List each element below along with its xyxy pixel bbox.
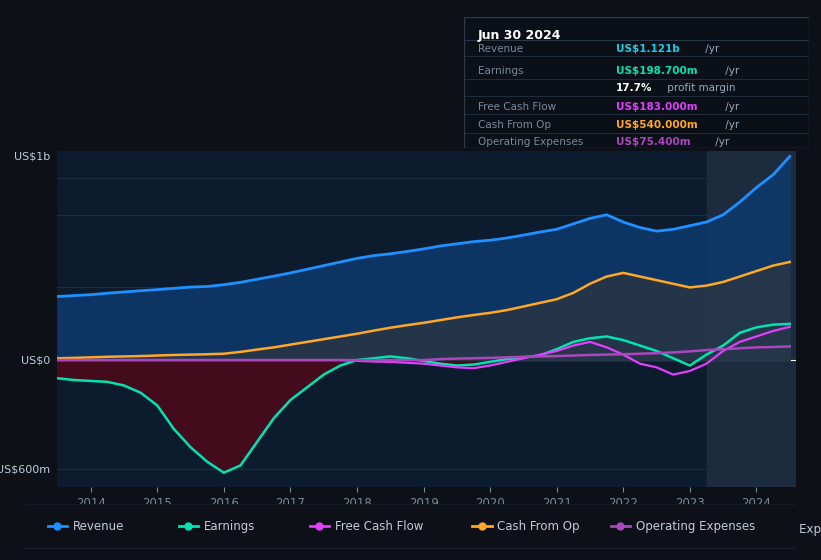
Text: US$0: US$0 [21, 355, 50, 365]
Text: Operating Expenses: Operating Expenses [478, 137, 583, 147]
Text: US$183.000m: US$183.000m [616, 101, 697, 111]
FancyBboxPatch shape [464, 17, 809, 148]
Text: Earnings: Earnings [236, 522, 288, 536]
Text: /yr: /yr [722, 101, 739, 111]
Text: Earnings: Earnings [478, 66, 523, 76]
Text: US$75.400m: US$75.400m [616, 137, 690, 147]
Text: Earnings: Earnings [204, 520, 255, 533]
Text: Free Cash Flow: Free Cash Flow [403, 522, 492, 536]
Text: US$540.000m: US$540.000m [616, 120, 697, 130]
Text: Cash From Op: Cash From Op [570, 522, 652, 536]
Text: Revenue: Revenue [71, 522, 122, 536]
Text: Revenue: Revenue [478, 44, 523, 54]
Text: /yr: /yr [722, 120, 739, 130]
Text: -US$600m: -US$600m [0, 464, 50, 474]
Text: Cash From Op: Cash From Op [497, 520, 580, 533]
Text: US$1b: US$1b [14, 151, 50, 161]
Text: Revenue: Revenue [72, 520, 124, 533]
FancyBboxPatch shape [17, 503, 804, 549]
Text: US$198.700m: US$198.700m [616, 66, 697, 76]
Text: Operating Expenses: Operating Expenses [736, 522, 821, 536]
Text: /yr: /yr [703, 44, 720, 54]
Text: Free Cash Flow: Free Cash Flow [335, 520, 424, 533]
Text: 17.7%: 17.7% [616, 83, 652, 93]
Bar [707, 151, 796, 487]
Text: Jun 30 2024: Jun 30 2024 [478, 29, 562, 41]
Text: Free Cash Flow: Free Cash Flow [478, 101, 556, 111]
Text: /yr: /yr [722, 66, 739, 76]
Text: /yr: /yr [712, 137, 729, 147]
Text: US$1.121b: US$1.121b [616, 44, 679, 54]
Text: profit margin: profit margin [664, 83, 736, 93]
Text: Cash From Op: Cash From Op [478, 120, 551, 130]
Text: Operating Expenses: Operating Expenses [635, 520, 755, 533]
